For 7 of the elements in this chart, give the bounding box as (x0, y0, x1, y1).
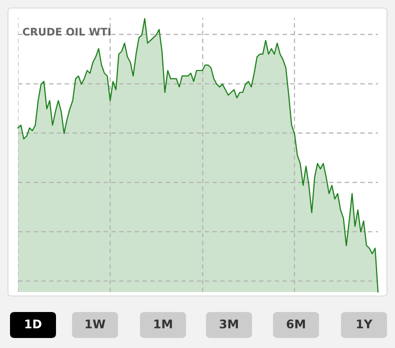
text: 1M (154, 320, 172, 328)
text: 1D (25, 320, 42, 328)
text: 3M (220, 319, 238, 328)
text: 1Y (356, 320, 372, 328)
text: 6M (286, 320, 305, 328)
text: CRUDE OIL WTI (22, 28, 110, 36)
text: 1W (86, 320, 106, 328)
